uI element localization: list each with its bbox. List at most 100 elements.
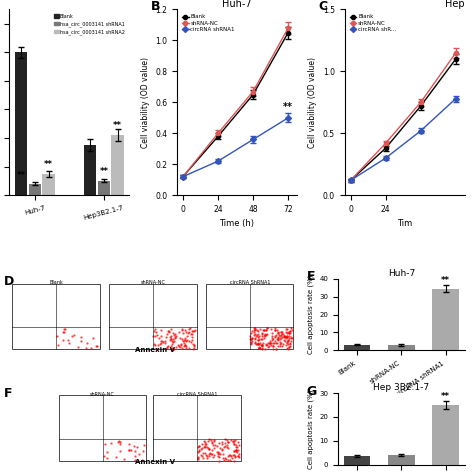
- Point: [99, 329, 106, 337]
- Point: [94, 326, 101, 334]
- Point: [100, 327, 108, 334]
- Point: [61, 345, 68, 353]
- Point: [77, 446, 84, 454]
- Point: [73, 437, 81, 444]
- Point: [69, 455, 76, 463]
- Point: [97, 332, 105, 340]
- Point: [76, 445, 84, 452]
- Point: [54, 340, 61, 348]
- Point: [95, 336, 102, 343]
- Point: [69, 447, 76, 455]
- Point: [87, 326, 95, 334]
- Point: [99, 328, 106, 336]
- Point: [61, 331, 68, 339]
- Point: [93, 342, 101, 350]
- Point: [99, 343, 106, 350]
- Point: [65, 328, 73, 336]
- Point: [43, 438, 50, 446]
- Point: [71, 451, 79, 458]
- Point: [97, 340, 104, 348]
- Point: [95, 335, 103, 342]
- Point: [81, 447, 89, 455]
- Point: [73, 439, 81, 447]
- Point: [63, 326, 71, 333]
- Point: [73, 453, 81, 461]
- Point: [94, 339, 101, 346]
- Point: [71, 444, 78, 451]
- Point: [37, 440, 45, 447]
- Point: [99, 337, 106, 344]
- Title: Huh-7: Huh-7: [388, 269, 415, 278]
- Bar: [388, 455, 415, 465]
- Point: [90, 330, 97, 338]
- Point: [43, 440, 50, 447]
- Point: [99, 339, 107, 347]
- Point: [79, 457, 87, 465]
- Text: G: G: [307, 384, 317, 398]
- Point: [87, 334, 94, 342]
- Point: [91, 341, 99, 349]
- Point: [88, 340, 96, 347]
- Point: [65, 345, 73, 352]
- X-axis label: Time (h): Time (h): [219, 219, 255, 228]
- Point: [92, 339, 100, 346]
- Point: [99, 345, 106, 352]
- Bar: [98, 181, 110, 195]
- Point: [98, 344, 106, 352]
- Point: [62, 341, 69, 348]
- Point: [59, 337, 67, 344]
- Bar: [432, 289, 459, 350]
- Point: [90, 332, 98, 340]
- Point: [95, 329, 103, 337]
- Point: [91, 327, 99, 334]
- Point: [78, 455, 85, 462]
- Point: [24, 325, 31, 332]
- Point: [92, 339, 100, 347]
- Point: [91, 325, 99, 332]
- Point: [96, 339, 104, 347]
- Point: [58, 344, 66, 351]
- Point: [100, 328, 107, 335]
- Bar: [344, 456, 370, 465]
- Title: Hep 3B2.1-7: Hep 3B2.1-7: [373, 383, 429, 392]
- Point: [98, 325, 105, 332]
- Point: [79, 452, 86, 459]
- Point: [98, 339, 106, 346]
- Point: [67, 340, 74, 348]
- Point: [22, 341, 29, 349]
- Point: [93, 339, 101, 347]
- Point: [82, 446, 89, 454]
- Legend: Blank, shRNA-NC, circRNA shRNA1: Blank, shRNA-NC, circRNA shRNA1: [180, 12, 237, 34]
- Point: [94, 325, 102, 332]
- Point: [90, 335, 97, 342]
- Point: [75, 448, 82, 456]
- Point: [68, 455, 76, 462]
- Point: [58, 343, 65, 350]
- Point: [75, 453, 82, 460]
- Point: [78, 436, 85, 443]
- Point: [60, 344, 67, 352]
- Point: [27, 332, 34, 340]
- Point: [77, 450, 84, 457]
- Point: [81, 457, 88, 465]
- Point: [55, 328, 62, 336]
- Point: [91, 342, 99, 349]
- Text: Blank: Blank: [49, 280, 63, 285]
- Point: [81, 441, 88, 448]
- Point: [88, 331, 96, 339]
- Point: [80, 454, 87, 462]
- Point: [59, 328, 66, 336]
- Point: [79, 456, 86, 464]
- Point: [38, 455, 46, 462]
- Point: [61, 330, 68, 337]
- Point: [75, 448, 82, 456]
- Point: [89, 344, 97, 352]
- Point: [55, 341, 63, 349]
- Y-axis label: Cell viability (OD value): Cell viability (OD value): [309, 57, 318, 148]
- Point: [68, 448, 76, 456]
- Point: [55, 331, 63, 339]
- Point: [86, 329, 94, 337]
- Point: [26, 339, 33, 346]
- Text: circRNA ShRNA1: circRNA ShRNA1: [177, 392, 217, 397]
- Point: [35, 342, 42, 349]
